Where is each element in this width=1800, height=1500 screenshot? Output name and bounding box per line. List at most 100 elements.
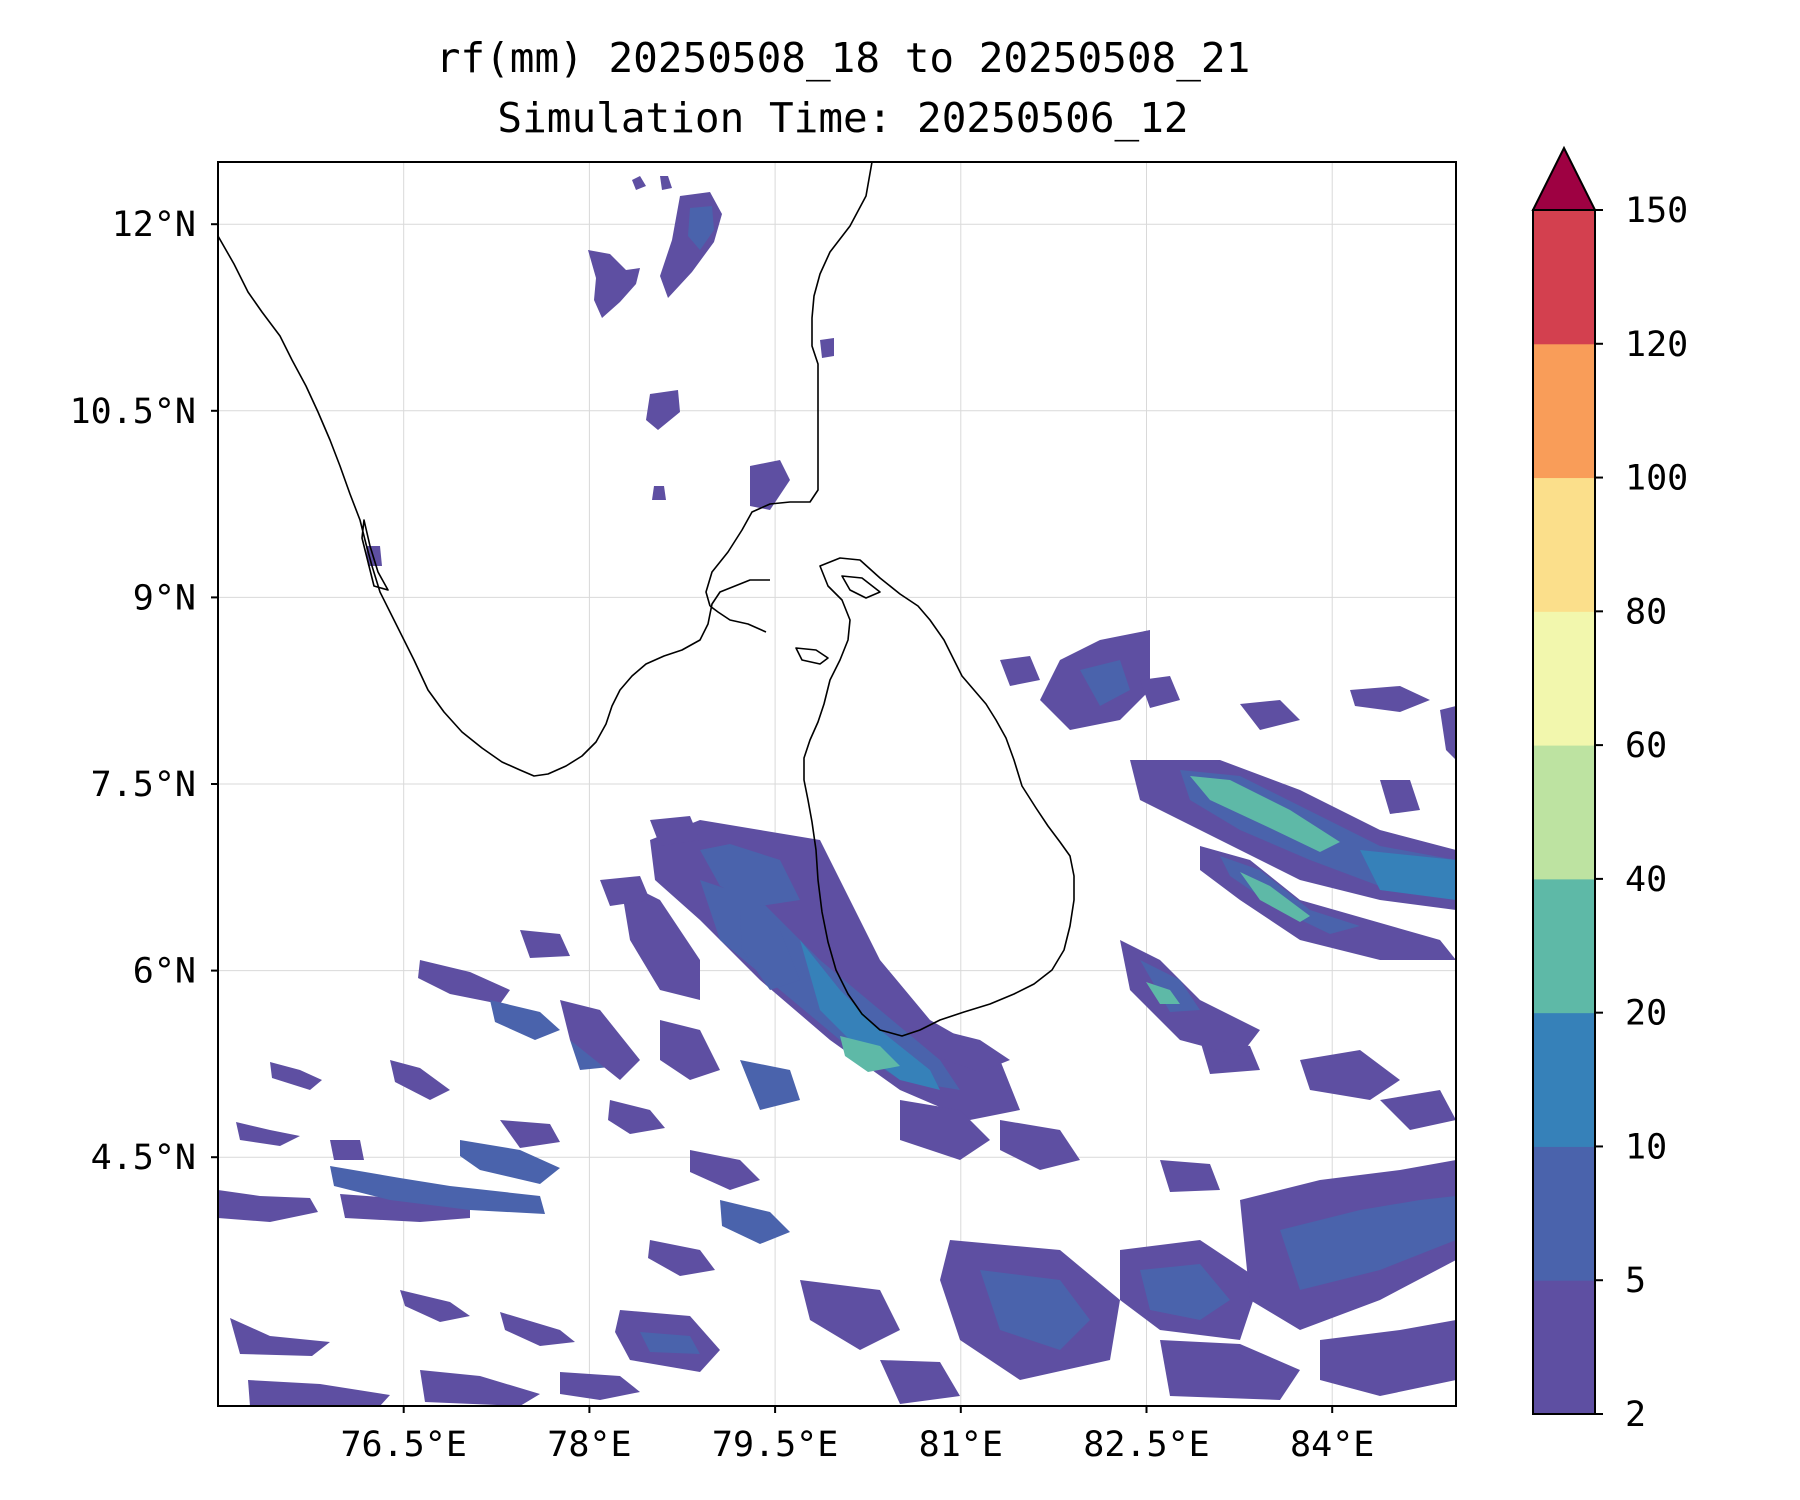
longitude-axis: 76.5°E 78°E 79.5°E 81°E 82.5°E 84°E xyxy=(340,1406,1374,1465)
rain-area xyxy=(1080,660,1130,706)
rain-area xyxy=(640,1332,700,1354)
rain-area xyxy=(418,960,510,1004)
rain-area xyxy=(700,844,800,906)
rain-area xyxy=(688,206,714,250)
rain-area xyxy=(400,1290,470,1322)
colorbar-tick-label: 2 xyxy=(1625,1395,1646,1435)
rain-area xyxy=(648,1240,715,1276)
colorbar-tick-label: 10 xyxy=(1625,1127,1667,1167)
colorbar-bin xyxy=(1533,210,1595,345)
rain-area xyxy=(660,1020,720,1080)
rain-area xyxy=(1380,780,1420,814)
rain-area xyxy=(740,1060,800,1110)
rain-area xyxy=(1320,1320,1456,1396)
colorbar-tick-label: 20 xyxy=(1625,994,1667,1034)
lon-tick-label: 81°E xyxy=(919,1425,1003,1465)
lon-tick-label: 82.5°E xyxy=(1083,1425,1209,1465)
colorbar-extend-arrow xyxy=(1531,145,1597,211)
rain-area xyxy=(740,910,800,990)
rain-area xyxy=(1160,1160,1220,1192)
rain-area xyxy=(1000,656,1040,686)
rain-area xyxy=(940,1030,1010,1072)
rain-area xyxy=(1300,1050,1400,1100)
rain-area xyxy=(1360,850,1456,900)
colorbar-bin xyxy=(1533,1012,1595,1147)
colorbar-bin xyxy=(1533,343,1595,479)
rain-area xyxy=(490,1000,560,1040)
rain-area xyxy=(330,1140,364,1160)
rain-area xyxy=(330,1166,545,1214)
colorbar-tick-label: 60 xyxy=(1625,726,1667,766)
coastlines xyxy=(218,162,1075,1037)
rain-area xyxy=(420,1370,540,1406)
rain-area xyxy=(600,876,650,906)
rain-area xyxy=(1140,1264,1230,1320)
rain-area xyxy=(650,816,700,846)
rain-area xyxy=(390,1060,450,1100)
rain-area xyxy=(660,176,672,190)
rain-area xyxy=(520,930,570,958)
rain-area xyxy=(560,1372,640,1400)
rain-area xyxy=(218,1190,318,1222)
map-title-line-2: Simulation Time: 20250506_12 xyxy=(497,94,1189,142)
colorbar-tick-label: 5 xyxy=(1625,1261,1646,1301)
rain-area xyxy=(980,1270,1090,1350)
lat-tick-label: 6°N xyxy=(133,952,196,992)
rain-area xyxy=(1140,960,1200,1012)
colorbar-tick-label: 80 xyxy=(1625,592,1667,632)
rain-area xyxy=(560,1000,640,1080)
rain-area xyxy=(236,1122,300,1146)
rain-area xyxy=(1140,676,1180,708)
colorbar-tick-label: 40 xyxy=(1625,860,1667,900)
rain-area xyxy=(690,1150,760,1190)
rain-area xyxy=(608,1100,665,1134)
rain-area xyxy=(900,1100,990,1160)
rain-area xyxy=(1190,776,1340,852)
rain-area xyxy=(1350,686,1430,712)
palk-bay-coast xyxy=(709,605,767,633)
rain-area xyxy=(270,1062,322,1090)
rain-area xyxy=(1146,982,1180,1004)
rain-area xyxy=(1280,1196,1456,1290)
rain-area xyxy=(820,338,834,358)
rain-area xyxy=(800,1280,900,1350)
lat-tick-label: 10.5°N xyxy=(70,392,196,432)
lon-tick-label: 84°E xyxy=(1290,1425,1374,1465)
rain-area xyxy=(880,1360,960,1404)
rain-area xyxy=(500,1120,560,1148)
map-title-line-1: rf(mm) 20250508_18 to 20250508_21 xyxy=(435,34,1251,82)
rain-area xyxy=(720,1200,790,1244)
colorbar-bin xyxy=(1533,878,1595,1014)
rain-area xyxy=(840,1036,900,1072)
rain-area xyxy=(1240,700,1300,730)
rain-area xyxy=(230,1318,330,1356)
rain-area xyxy=(750,460,790,510)
rain-area xyxy=(340,1194,470,1222)
colorbar-tick-label: 150 xyxy=(1625,191,1688,231)
colorbar: 2 5 10 20 40 60 80 100 120 150 xyxy=(1531,145,1688,1435)
rain-area xyxy=(632,176,646,190)
rain-area xyxy=(1240,872,1310,922)
colorbar-frame xyxy=(1532,209,1596,1415)
latitude-axis: 12°N 10.5°N 9°N 7.5°N 6°N 4.5°N xyxy=(70,205,218,1178)
colorbar-bin xyxy=(1533,477,1595,612)
rain-area xyxy=(652,486,666,500)
rain-area xyxy=(588,250,640,318)
lat-tick-label: 4.5°N xyxy=(91,1138,196,1178)
rain-area xyxy=(1160,1340,1300,1400)
jaffna-lagoon xyxy=(841,575,881,599)
lat-tick-label: 7.5°N xyxy=(91,765,196,805)
rain-area xyxy=(620,880,700,1000)
rain-area xyxy=(1440,706,1456,760)
gridlines xyxy=(218,162,1456,1406)
colorbar-tick-label: 100 xyxy=(1625,459,1688,499)
rain-area xyxy=(1000,1120,1080,1170)
colorbar-bin xyxy=(1533,745,1595,880)
lon-tick-label: 76.5°E xyxy=(340,1425,466,1465)
rain-area xyxy=(460,1140,560,1184)
rain-area xyxy=(248,1380,390,1406)
rain-area xyxy=(500,1312,575,1346)
lon-tick-label: 79.5°E xyxy=(712,1425,838,1465)
colorbar-bin xyxy=(1533,1280,1595,1415)
lat-tick-label: 9°N xyxy=(133,578,196,618)
